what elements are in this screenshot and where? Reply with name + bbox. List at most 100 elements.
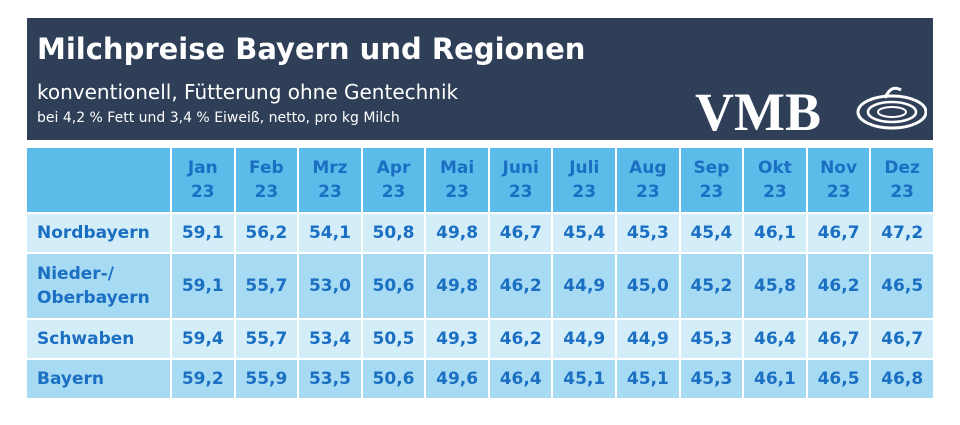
price-cell: 46,1 bbox=[744, 360, 806, 398]
month: Juni bbox=[502, 158, 539, 178]
price-cell: 46,7 bbox=[807, 214, 870, 252]
price-cell: 46,2 bbox=[489, 254, 552, 318]
price-cell: 53,4 bbox=[299, 320, 361, 358]
data-row: Nieder-/Oberbayern 59,1 55,7 53,0 50,6 49,8 46… bbox=[27, 254, 933, 318]
price-cell: 53,5 bbox=[299, 360, 361, 398]
column-header: Mai 23 bbox=[426, 148, 488, 212]
month: Juli bbox=[569, 158, 600, 178]
price-cell: 44,9 bbox=[553, 320, 616, 358]
price-cell: 47,2 bbox=[871, 214, 933, 252]
price-cell: 59,1 bbox=[172, 214, 234, 252]
row-label: Bayern bbox=[27, 360, 170, 398]
price-cell: 46,7 bbox=[807, 320, 870, 358]
header: Milchpreise Bayern und Regionen konventi… bbox=[27, 18, 933, 140]
month: Feb bbox=[249, 158, 284, 178]
year: 23 bbox=[699, 182, 724, 202]
price-cell: 50,5 bbox=[362, 320, 425, 358]
year: 23 bbox=[445, 182, 469, 202]
month: Sep bbox=[693, 158, 730, 178]
price-cell: 49,8 bbox=[426, 254, 488, 318]
price-cell: 49,8 bbox=[426, 214, 488, 252]
year: 23 bbox=[826, 182, 851, 202]
month: Mrz bbox=[312, 158, 348, 178]
column-header: Dez 23 bbox=[871, 148, 933, 212]
row-label-line: Oberbayern bbox=[37, 288, 150, 308]
price-cell: 54,1 bbox=[299, 214, 361, 252]
month: Mai bbox=[439, 158, 475, 178]
year: 23 bbox=[572, 182, 597, 202]
year: 23 bbox=[890, 182, 915, 202]
row-label: Schwaben bbox=[27, 320, 170, 358]
column-header: Juni 23 bbox=[489, 148, 552, 212]
year: 23 bbox=[763, 182, 787, 202]
year: 23 bbox=[190, 182, 215, 202]
price-table: Jan 23 Feb 23 Mrz 23 Apr 23 Mai 23 Juni 23 Juli 23 Aug… bbox=[25, 146, 935, 400]
price-cell: 49,6 bbox=[426, 360, 488, 398]
column-header: Sep 23 bbox=[680, 148, 743, 212]
price-cell: 45,8 bbox=[744, 254, 806, 318]
price-cell: 50,6 bbox=[362, 360, 425, 398]
column-header: Jan 23 bbox=[172, 148, 234, 212]
price-cell: 50,6 bbox=[362, 254, 425, 318]
row-label-line: Schwaben bbox=[37, 329, 135, 349]
price-cell: 46,7 bbox=[871, 320, 933, 358]
price-cell: 46,4 bbox=[744, 320, 806, 358]
price-cell: 46,5 bbox=[871, 254, 933, 318]
price-cell: 46,5 bbox=[807, 360, 870, 398]
data-row: Bayern 59,2 55,9 53,5 50,6 49,6 46,4 45,1 45,1 45… bbox=[27, 360, 933, 398]
price-cell: 45,0 bbox=[617, 254, 679, 318]
price-cell: 46,4 bbox=[489, 360, 552, 398]
month: Aug bbox=[629, 158, 667, 178]
row-label-line: Nieder-/ bbox=[37, 264, 114, 284]
year: 23 bbox=[254, 182, 279, 202]
header-row: Jan 23 Feb 23 Mrz 23 Apr 23 Mai 23 Juni 23 Juli 23 Aug… bbox=[27, 148, 933, 212]
year: 23 bbox=[318, 182, 342, 202]
month: Nov bbox=[820, 158, 858, 178]
price-cell: 49,3 bbox=[426, 320, 488, 358]
data-row: Schwaben 59,4 55,7 53,4 50,5 49,3 46,2 44,9 44,9… bbox=[27, 320, 933, 358]
corner-cell bbox=[27, 148, 170, 212]
month: Dez bbox=[884, 158, 920, 178]
column-header: Aug 23 bbox=[617, 148, 679, 212]
note: bei 4,2 % Fett und 3,4 % Eiweiß, netto, … bbox=[37, 110, 400, 126]
price-cell: 46,7 bbox=[489, 214, 552, 252]
title: Milchpreise Bayern und Regionen bbox=[37, 32, 586, 66]
month: Okt bbox=[758, 158, 792, 178]
price-cell: 55,7 bbox=[235, 254, 298, 318]
price-cell: 46,2 bbox=[489, 320, 552, 358]
price-cell: 56,2 bbox=[235, 214, 298, 252]
price-cell: 46,8 bbox=[871, 360, 933, 398]
data-row: Nordbayern 59,1 56,2 54,1 50,8 49,8 46,7 45,4 45… bbox=[27, 214, 933, 252]
price-cell: 44,9 bbox=[553, 254, 616, 318]
price-cell: 59,1 bbox=[172, 254, 234, 318]
logo-swirl bbox=[856, 86, 927, 130]
logo: VMB bbox=[695, 82, 927, 138]
price-cell: 45,1 bbox=[553, 360, 616, 398]
row-label: Nieder-/ Oberbayern bbox=[27, 254, 170, 318]
row-label-line: Nordbayern bbox=[37, 223, 150, 243]
price-cell: 59,2 bbox=[172, 360, 234, 398]
year: 23 bbox=[508, 182, 533, 202]
price-cell: 45,4 bbox=[553, 214, 616, 252]
price-cell: 45,1 bbox=[617, 360, 679, 398]
column-header: Apr 23 bbox=[362, 148, 425, 212]
column-header: Okt 23 bbox=[744, 148, 806, 212]
price-cell: 45,3 bbox=[617, 214, 679, 252]
price-cell: 45,2 bbox=[680, 254, 743, 318]
price-cell: 46,2 bbox=[807, 254, 870, 318]
price-cell: 44,9 bbox=[617, 320, 679, 358]
column-header: Juli 23 bbox=[553, 148, 616, 212]
month: Jan bbox=[187, 158, 218, 178]
row-label-line: Bayern bbox=[37, 369, 105, 389]
price-cell: 45,3 bbox=[680, 360, 743, 398]
price-cell: 50,8 bbox=[362, 214, 425, 252]
column-header: Nov 23 bbox=[807, 148, 870, 212]
price-cell: 55,7 bbox=[235, 320, 298, 358]
year: 23 bbox=[381, 182, 406, 202]
price-cell: 55,9 bbox=[235, 360, 298, 398]
month: Apr bbox=[376, 158, 411, 178]
price-cell: 45,3 bbox=[680, 320, 743, 358]
year: 23 bbox=[636, 182, 660, 202]
price-cell: 45,4 bbox=[680, 214, 743, 252]
